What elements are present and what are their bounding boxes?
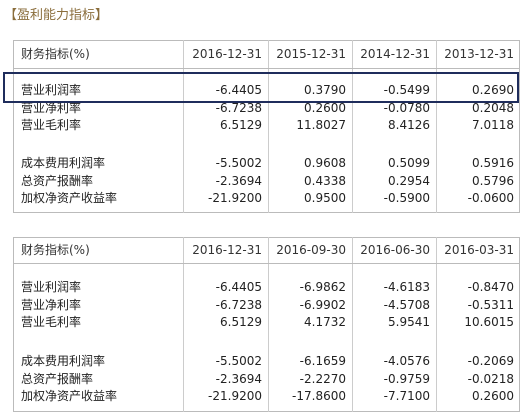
row-label: 营业利润率 [21,280,82,294]
value-cell: -5.5002 [215,156,262,170]
table-frame [13,237,520,412]
row-label: 加权净资产收益率 [21,389,118,403]
value-cell: -2.3694 [215,371,262,386]
column-divider [436,237,437,412]
column-divider [183,40,184,213]
row-label: 成本费用利润率 [21,156,106,170]
header-cell: 财务指标(%) [21,47,90,61]
section-title: 【盈利能力指标】 [4,8,109,23]
value-cell: -6.9902 [299,297,346,312]
value-cell: -0.0600 [467,191,514,205]
value-cell: -21.9200 [208,191,262,205]
value-cell: -6.4405 [215,280,262,294]
column-divider [268,40,269,213]
header-cell: 2014-12-31 [360,47,430,61]
header-cell: 2016-06-30 [360,243,430,257]
row-label: 营业净利率 [21,100,82,115]
value-cell: -6.1659 [299,354,346,368]
header-cell: 财务指标(%) [21,243,90,257]
value-cell: 11.8027 [296,118,346,132]
header-cell: 2016-09-30 [276,243,346,257]
value-cell: 0.2048 [472,100,514,115]
row-label: 营业毛利率 [21,315,82,329]
value-cell: -4.5708 [383,297,430,312]
value-cell: -0.5499 [383,83,430,97]
header-cell: 2013-12-31 [444,47,514,61]
value-cell: -4.0576 [383,354,430,368]
highlight-box [3,72,519,103]
value-cell: -17.8600 [292,389,346,403]
value-cell: -0.5900 [383,191,430,205]
value-cell: 0.9608 [304,156,346,170]
value-cell: -0.0218 [467,371,514,386]
value-cell: 0.3790 [304,83,346,97]
row-label: 营业利润率 [21,83,82,97]
row-label: 加权净资产收益率 [21,191,118,205]
value-cell: 10.6015 [464,315,514,329]
value-cell: 7.0118 [472,118,514,132]
column-divider [268,237,269,412]
header-cell: 2016-03-31 [444,243,514,257]
value-cell: -5.5002 [215,354,262,368]
value-cell: 4.1732 [304,315,346,329]
value-cell: -0.8470 [467,280,514,294]
header-divider [13,263,520,264]
value-cell: 0.2600 [472,389,514,403]
row-label: 总资产报酬率 [21,371,94,386]
value-cell: 6.5129 [220,118,262,132]
value-cell: -2.2270 [299,371,346,386]
column-divider [436,40,437,213]
value-cell: 0.9500 [304,191,346,205]
value-cell: 6.5129 [220,315,262,329]
value-cell: 0.4338 [304,173,346,188]
header-divider [13,68,520,69]
column-divider [352,40,353,213]
value-cell: -6.4405 [215,83,262,97]
value-cell: 0.2600 [304,100,346,115]
value-cell: 0.2954 [388,173,430,188]
row-label: 营业毛利率 [21,118,82,132]
table-frame [13,40,520,213]
header-cell: 2016-12-31 [192,47,262,61]
value-cell: -0.5311 [467,297,514,312]
header-cell: 2016-12-31 [192,243,262,257]
row-label: 营业净利率 [21,297,82,312]
value-cell: 0.2690 [472,83,514,97]
value-cell: 0.5099 [388,156,430,170]
column-divider [352,237,353,412]
value-cell: -21.9200 [208,389,262,403]
column-divider [183,237,184,412]
value-cell: 8.4126 [388,118,430,132]
value-cell: -4.6183 [383,280,430,294]
value-cell: -6.9862 [299,280,346,294]
row-label: 总资产报酬率 [21,173,94,188]
value-cell: 0.5796 [472,173,514,188]
value-cell: -0.0780 [383,100,430,115]
value-cell: -6.7238 [215,297,262,312]
value-cell: 5.9541 [388,315,430,329]
value-cell: -2.3694 [215,173,262,188]
value-cell: -7.7100 [383,389,430,403]
value-cell: -6.7238 [215,100,262,115]
row-label: 成本费用利润率 [21,354,106,368]
value-cell: -0.9759 [383,371,430,386]
value-cell: 0.5916 [472,156,514,170]
header-cell: 2015-12-31 [276,47,346,61]
value-cell: -0.2069 [467,354,514,368]
